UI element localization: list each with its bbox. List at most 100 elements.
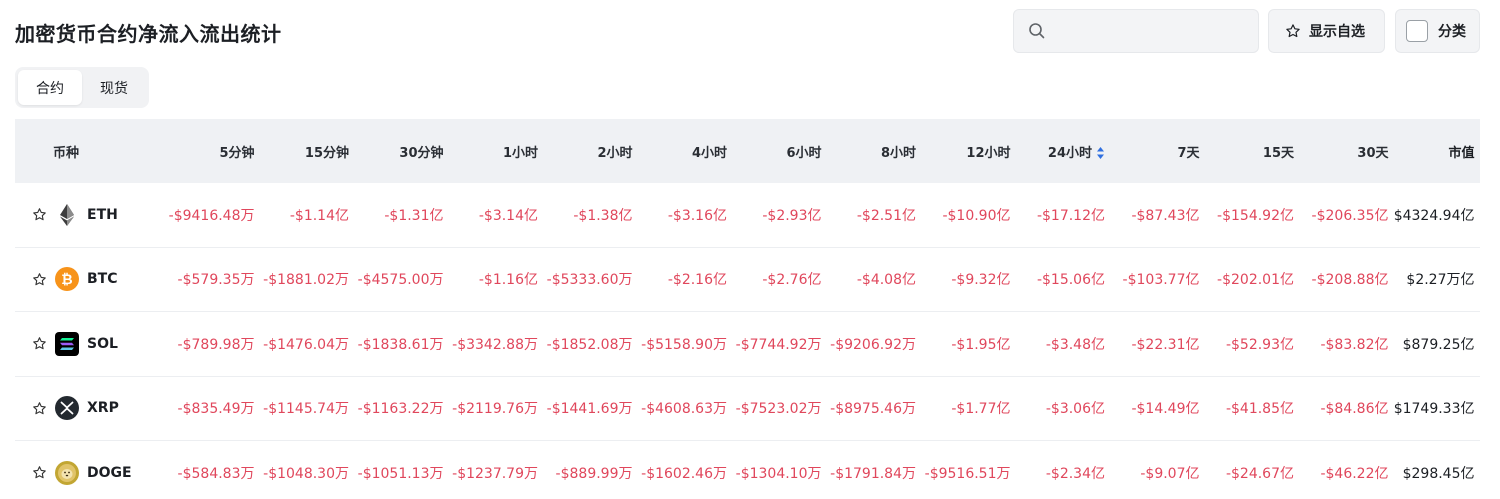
flow-value: -$1791.84万 xyxy=(830,465,916,482)
favorite-star-icon[interactable] xyxy=(32,336,47,351)
flow-table: 币种 5分钟 15分钟 30分钟 1小时 2小时 4小时 6小时 8小时 12小… xyxy=(15,119,1480,499)
table-row[interactable]: DOGE -$584.83万 -$1048.30万 -$1051.13万 -$1… xyxy=(15,441,1480,499)
col-header-24h-label: 24小时 xyxy=(1047,145,1092,161)
coin-symbol: SOL xyxy=(87,335,118,352)
table-row[interactable]: ETH -$9416.48万 -$1.14亿 -$1.31亿 -$3.14亿 -… xyxy=(15,183,1480,248)
search-box[interactable] xyxy=(1013,9,1259,53)
flow-value: -$1051.13万 xyxy=(357,465,444,482)
flow-value: -$9516.51万 xyxy=(924,465,1011,482)
flow-value: -$46.22亿 xyxy=(1320,465,1389,482)
favorite-star-icon[interactable] xyxy=(32,272,47,287)
market-type-tabs: 合约 现货 xyxy=(15,67,149,108)
table-row[interactable]: XRP -$835.49万 -$1145.74万 -$1163.22万 -$21… xyxy=(15,377,1480,441)
category-toggle[interactable]: 分类 xyxy=(1395,9,1480,53)
xrp-icon xyxy=(55,396,79,421)
flow-value: -$9.32亿 xyxy=(951,272,1011,289)
flow-value: -$2.93亿 xyxy=(762,207,822,224)
flow-value: -$1048.30万 xyxy=(263,465,349,482)
col-header-30d[interactable]: 30天 xyxy=(1357,145,1389,161)
tab-spot[interactable]: 现货 xyxy=(100,80,128,97)
col-header-15d[interactable]: 15天 xyxy=(1262,145,1294,161)
flow-value: -$5158.90万 xyxy=(641,336,727,353)
col-header-coin[interactable]: 币种 xyxy=(53,145,80,161)
coin-symbol: BTC xyxy=(87,271,118,288)
col-header-7d[interactable]: 7天 xyxy=(1177,145,1200,161)
flow-value: -$8975.46万 xyxy=(830,401,916,418)
flow-value: -$3.14亿 xyxy=(478,207,538,224)
flow-value: -$1.95亿 xyxy=(951,336,1011,353)
col-header-2h[interactable]: 2小时 xyxy=(597,145,633,161)
flow-value: -$1.31亿 xyxy=(384,207,444,224)
coin-symbol: XRP xyxy=(87,400,119,417)
col-header-24h[interactable]: 24小时 xyxy=(1011,142,1106,161)
col-header-5m[interactable]: 5分钟 xyxy=(219,145,255,161)
table-header: 币种 5分钟 15分钟 30分钟 1小时 2小时 4小时 6小时 8小时 12小… xyxy=(15,119,1480,183)
search-input[interactable] xyxy=(1054,10,1254,52)
flow-value: -$9416.48万 xyxy=(168,207,255,224)
sol-icon xyxy=(55,331,79,356)
flow-value: -$83.82亿 xyxy=(1320,336,1389,353)
flow-value: -$1.16亿 xyxy=(478,272,538,289)
flow-value: -$4.08亿 xyxy=(856,272,916,289)
flow-value: -$9.07亿 xyxy=(1140,465,1200,482)
flow-value: -$3.48亿 xyxy=(1045,336,1105,353)
market-cap-value: $298.45亿 xyxy=(1402,465,1475,482)
flow-value: -$84.86亿 xyxy=(1320,401,1389,418)
show-favorites-label: 显示自选 xyxy=(1309,24,1365,40)
col-header-12h[interactable]: 12小时 xyxy=(966,145,1011,161)
flow-value: -$579.35万 xyxy=(177,272,255,289)
flow-value: -$17.12亿 xyxy=(1036,207,1105,224)
category-checkbox[interactable] xyxy=(1406,20,1428,42)
flow-value: -$1838.61万 xyxy=(357,336,444,353)
coin-symbol: ETH xyxy=(87,206,118,223)
flow-value: -$4608.63万 xyxy=(641,401,727,418)
search-icon xyxy=(1029,23,1045,39)
flow-value: -$52.93亿 xyxy=(1225,336,1294,353)
flow-value: -$789.98万 xyxy=(177,336,255,353)
show-favorites-button[interactable]: 显示自选 xyxy=(1268,9,1385,53)
flow-value: -$1881.02万 xyxy=(263,272,349,289)
favorite-star-icon[interactable] xyxy=(32,465,47,480)
flow-value: -$87.43亿 xyxy=(1131,207,1200,224)
eth-icon xyxy=(55,202,79,227)
flow-value: -$1237.79万 xyxy=(452,465,538,482)
flow-value: -$41.85亿 xyxy=(1225,401,1294,418)
coin-cell: DOGE xyxy=(15,460,160,485)
sort-icon xyxy=(1097,147,1104,159)
flow-value: -$3.06亿 xyxy=(1045,401,1105,418)
col-header-15m[interactable]: 15分钟 xyxy=(304,145,349,161)
flow-value: -$1.14亿 xyxy=(289,207,349,224)
coin-cell: ₿ BTC xyxy=(15,267,160,292)
col-header-1h[interactable]: 1小时 xyxy=(502,145,538,161)
market-cap-value: $4324.94亿 xyxy=(1393,207,1475,224)
flow-value: -$889.99万 xyxy=(555,465,633,482)
col-header-6h[interactable]: 6小时 xyxy=(786,145,822,161)
flow-value: -$154.92亿 xyxy=(1217,207,1294,224)
favorite-star-icon[interactable] xyxy=(32,207,47,222)
flow-value: -$2.76亿 xyxy=(762,272,822,289)
flow-value: -$3342.88万 xyxy=(452,336,538,353)
flow-value: -$15.06亿 xyxy=(1036,272,1105,289)
col-header-30m[interactable]: 30分钟 xyxy=(399,145,444,161)
doge-icon xyxy=(55,460,79,485)
coin-cell: ETH xyxy=(15,202,160,227)
favorite-star-icon[interactable] xyxy=(32,401,47,416)
svg-text:₿: ₿ xyxy=(61,272,72,288)
table-row[interactable]: SOL -$789.98万 -$1476.04万 -$1838.61万 -$33… xyxy=(15,312,1480,377)
flow-value: -$584.83万 xyxy=(177,465,255,482)
flow-value: -$3.16亿 xyxy=(667,207,727,224)
flow-value: -$10.90亿 xyxy=(942,207,1011,224)
flow-value: -$5333.60万 xyxy=(546,272,633,289)
col-header-market-cap[interactable]: 市值 xyxy=(1448,145,1475,161)
flow-value: -$7523.02万 xyxy=(735,401,822,418)
flow-value: -$1304.10万 xyxy=(735,465,822,482)
flow-value: -$1.77亿 xyxy=(951,401,1011,418)
flow-value: -$103.77亿 xyxy=(1122,272,1200,289)
flow-value: -$7744.92万 xyxy=(735,336,822,353)
page-title: 加密货币合约净流入流出统计 xyxy=(15,22,282,46)
tab-futures[interactable]: 合约 xyxy=(18,70,82,105)
star-outline-icon xyxy=(1286,24,1300,38)
col-header-4h[interactable]: 4小时 xyxy=(691,145,727,161)
table-row[interactable]: ₿ BTC -$579.35万 -$1881.02万 -$4575.00万 -$… xyxy=(15,248,1480,312)
col-header-8h[interactable]: 8小时 xyxy=(880,145,916,161)
